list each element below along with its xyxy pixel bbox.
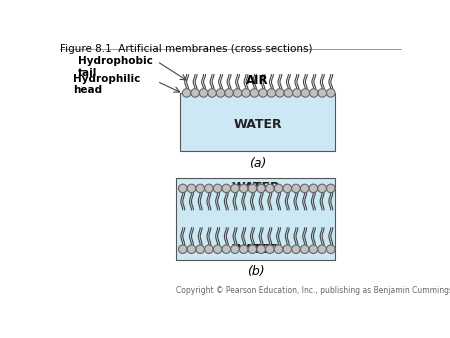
Circle shape — [213, 184, 222, 193]
Circle shape — [327, 245, 335, 254]
Circle shape — [250, 89, 259, 97]
Circle shape — [274, 245, 283, 254]
Circle shape — [301, 245, 309, 254]
Circle shape — [318, 184, 326, 193]
Circle shape — [216, 89, 225, 97]
Circle shape — [179, 245, 187, 254]
Text: (a): (a) — [249, 157, 266, 170]
Circle shape — [301, 184, 309, 193]
Circle shape — [191, 89, 199, 97]
Circle shape — [274, 184, 283, 193]
Circle shape — [248, 245, 256, 254]
Circle shape — [257, 245, 266, 254]
Circle shape — [310, 89, 318, 97]
Circle shape — [196, 184, 204, 193]
Circle shape — [267, 89, 276, 97]
Circle shape — [276, 89, 284, 97]
Circle shape — [266, 184, 274, 193]
Text: Figure 8.1  Artificial membranes (cross sections): Figure 8.1 Artificial membranes (cross s… — [60, 44, 313, 54]
Circle shape — [292, 89, 301, 97]
Text: WATER: WATER — [234, 118, 282, 130]
Circle shape — [318, 245, 326, 254]
Circle shape — [231, 184, 239, 193]
Circle shape — [182, 89, 191, 97]
Circle shape — [233, 89, 242, 97]
Circle shape — [283, 245, 292, 254]
Bar — [176, 178, 335, 260]
Circle shape — [327, 89, 335, 97]
Circle shape — [242, 89, 250, 97]
Circle shape — [205, 245, 213, 254]
Circle shape — [248, 184, 256, 193]
Circle shape — [309, 184, 318, 193]
Circle shape — [231, 245, 239, 254]
Circle shape — [257, 184, 266, 193]
Circle shape — [318, 89, 327, 97]
Circle shape — [309, 245, 318, 254]
Text: WATER: WATER — [231, 182, 280, 194]
Text: Hydrophobic
tail: Hydrophobic tail — [78, 56, 153, 77]
Circle shape — [199, 89, 208, 97]
Bar — [180, 93, 335, 151]
Circle shape — [222, 184, 230, 193]
Circle shape — [222, 245, 230, 254]
Circle shape — [208, 89, 216, 97]
Circle shape — [327, 184, 335, 193]
Circle shape — [292, 184, 300, 193]
Circle shape — [196, 245, 204, 254]
Circle shape — [239, 245, 248, 254]
Circle shape — [187, 184, 196, 193]
Circle shape — [179, 184, 187, 193]
Circle shape — [259, 89, 267, 97]
Text: WATER: WATER — [231, 243, 280, 256]
Circle shape — [187, 245, 196, 254]
Text: (b): (b) — [247, 265, 265, 277]
Circle shape — [225, 89, 233, 97]
Circle shape — [301, 89, 310, 97]
Circle shape — [283, 184, 292, 193]
Circle shape — [213, 245, 222, 254]
Text: Copyright © Pearson Education, Inc., publishing as Benjamin Cummings.: Copyright © Pearson Education, Inc., pub… — [176, 286, 450, 295]
Text: AIR: AIR — [247, 74, 269, 87]
Circle shape — [292, 245, 300, 254]
Circle shape — [205, 184, 213, 193]
Circle shape — [239, 184, 248, 193]
Circle shape — [284, 89, 292, 97]
Text: Hydrophilic
head: Hydrophilic head — [73, 74, 141, 95]
Circle shape — [266, 245, 274, 254]
